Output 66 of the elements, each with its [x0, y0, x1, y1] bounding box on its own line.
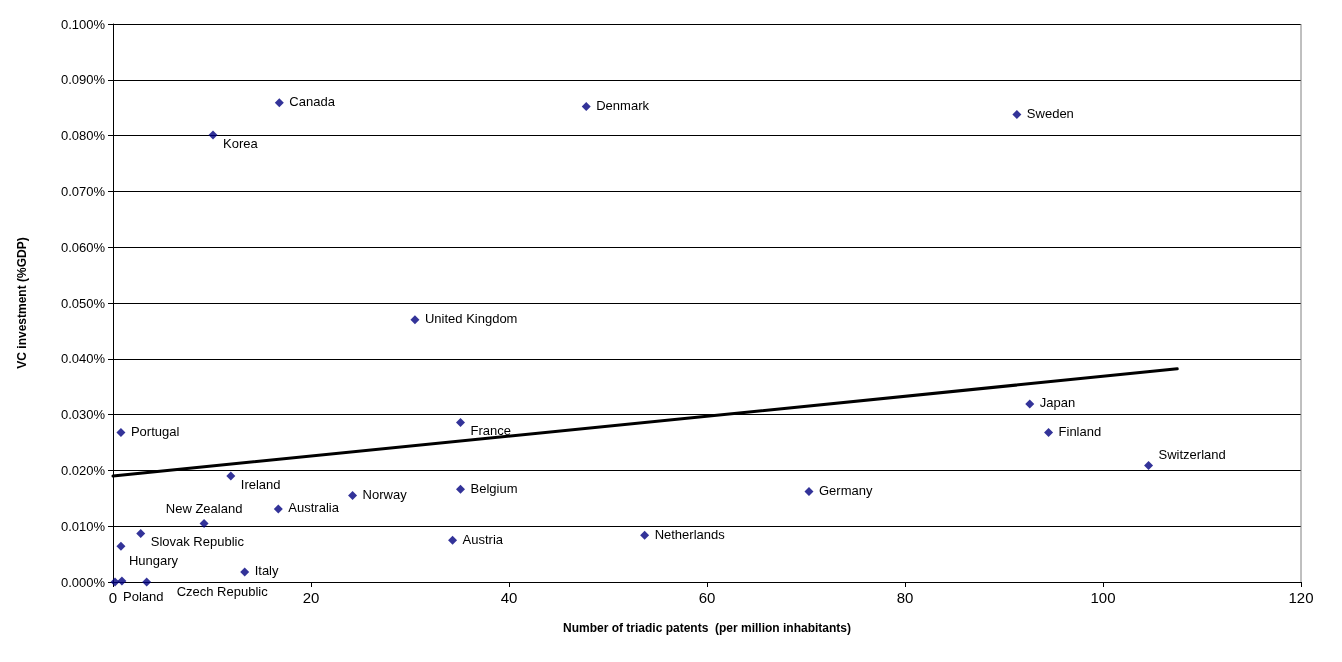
point — [448, 535, 458, 545]
y-tick-label: 0.070% — [60, 183, 106, 199]
x-tick-label: 40 — [500, 589, 518, 606]
annotation: Netherlands — [654, 526, 726, 542]
y-tick-label: 0.090% — [60, 72, 106, 88]
point — [455, 484, 465, 494]
annotation: Italy — [254, 563, 280, 579]
y-tick-label: 0.080% — [60, 128, 106, 144]
annotation: Hungary — [128, 553, 179, 569]
annotation: Germany — [818, 483, 873, 499]
point — [1044, 427, 1054, 437]
x-tick-label: 20 — [302, 589, 320, 606]
annotation: Korea — [222, 136, 259, 152]
annotation: France — [470, 423, 511, 439]
x-tick-label: 60 — [698, 589, 716, 606]
x-axis-title: Number of triadic patents (per million inhabitants) — [562, 621, 852, 635]
point — [1012, 109, 1022, 119]
point — [117, 576, 127, 586]
x-tick-label: 120 — [1288, 589, 1314, 606]
point — [274, 98, 284, 108]
point — [208, 130, 218, 140]
y-tick-label: 0.030% — [60, 407, 106, 423]
y-tick-label: 0.050% — [60, 295, 106, 311]
y-tick-label: 0.000% — [60, 574, 106, 590]
annotation: Belgium — [470, 480, 518, 496]
y-axis-title: VC investment (%GDP) — [15, 237, 29, 369]
point — [581, 102, 591, 112]
x-tick-label: 0 — [108, 589, 118, 606]
x-tick-label: 100 — [1090, 589, 1116, 606]
annotation: Finland — [1058, 423, 1102, 439]
annotation: New Zealand — [165, 501, 243, 517]
annotation: Portugal — [130, 423, 180, 439]
point — [142, 577, 152, 587]
annotation: United Kingdom — [424, 311, 518, 327]
point — [273, 504, 283, 514]
annotation: Australia — [288, 500, 340, 516]
point — [348, 491, 358, 501]
point — [1025, 399, 1035, 409]
annotation: Japan — [1039, 395, 1076, 411]
y-tick-label: 0.020% — [60, 462, 106, 478]
point — [136, 528, 146, 538]
point — [226, 471, 236, 481]
annotation: Norway — [362, 487, 408, 503]
y-tick-label: 0.010% — [60, 518, 106, 534]
annotation: Poland — [122, 589, 164, 604]
x-tick-label: 80 — [896, 589, 914, 606]
y-tick-label: 0.060% — [60, 239, 106, 255]
annotation: Austria — [462, 531, 504, 547]
annotation: Czech Republic — [176, 583, 269, 599]
annotation: Ireland — [240, 476, 281, 492]
point — [1144, 460, 1154, 470]
annotation: Canada — [289, 94, 336, 110]
point — [640, 530, 650, 540]
point — [240, 567, 250, 577]
annotation: Sweden — [1026, 105, 1074, 121]
point — [199, 518, 209, 528]
y-tick-label: 0.100% — [60, 16, 106, 32]
point — [804, 487, 814, 497]
point — [455, 417, 465, 427]
point — [410, 315, 420, 325]
point — [116, 541, 126, 551]
annotation: Switzerland — [1158, 447, 1226, 463]
annotation: Slovak Republic — [150, 534, 245, 550]
annotation: Denmark — [596, 98, 650, 114]
y-tick-label: 0.040% — [60, 351, 106, 367]
point — [116, 427, 126, 437]
